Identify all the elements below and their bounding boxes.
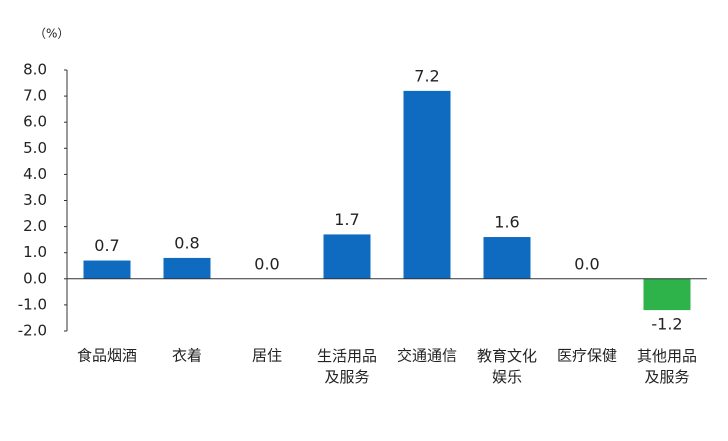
y-tick-label: 8.0 <box>23 61 47 79</box>
value-label: 0.0 <box>254 254 279 273</box>
bar <box>403 90 451 279</box>
value-label: 0.7 <box>94 236 119 255</box>
bar <box>83 260 131 279</box>
bar <box>323 234 371 279</box>
y-tick-label: 3.0 <box>23 191 47 209</box>
unit-label: （%） <box>34 27 69 41</box>
x-tick-label: 医疗保健 <box>557 347 617 365</box>
value-label: -1.2 <box>651 315 682 334</box>
y-tick-label: 0.0 <box>23 269 47 287</box>
value-label: 1.7 <box>334 210 359 229</box>
value-label: 7.2 <box>414 66 439 85</box>
bar <box>643 278 691 311</box>
y-tick-label: 1.0 <box>23 243 47 261</box>
x-tick-label: 教育文化娱乐 <box>477 347 537 386</box>
bar <box>483 237 531 279</box>
y-tick-label: 4.0 <box>23 165 47 183</box>
value-label: 0.0 <box>574 254 599 273</box>
x-tick-label: 交通通信 <box>397 347 457 365</box>
value-label: 0.8 <box>174 233 199 252</box>
x-tick-label: 生活用品及服务 <box>317 347 377 386</box>
y-tick-label: 2.0 <box>23 217 47 235</box>
y-tick-label: -2.0 <box>18 322 47 340</box>
x-tick-label: 其他用品及服务 <box>637 347 697 386</box>
y-tick-label: 5.0 <box>23 139 47 157</box>
value-label: 1.6 <box>494 213 519 232</box>
x-tick-label: 衣着 <box>172 347 202 365</box>
bar <box>163 257 211 279</box>
y-tick-label: 6.0 <box>23 113 47 131</box>
y-tick-label: -1.0 <box>18 295 47 313</box>
x-tick-label: 居住 <box>252 347 282 365</box>
y-tick-label: 7.0 <box>23 87 47 105</box>
x-tick-label: 食品烟酒 <box>77 347 137 365</box>
